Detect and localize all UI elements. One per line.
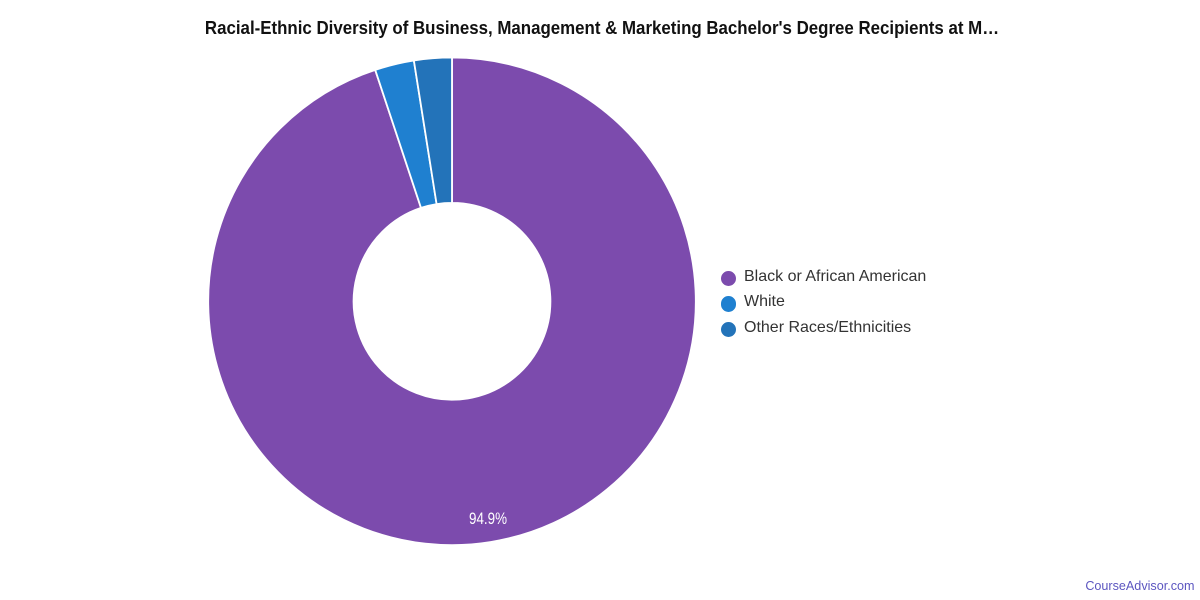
- svg-text:94.9%: 94.9%: [469, 510, 507, 528]
